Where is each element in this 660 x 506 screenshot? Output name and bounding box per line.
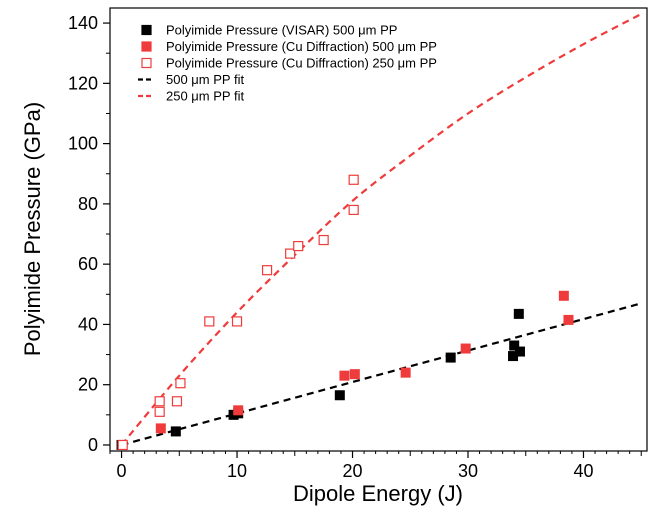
data-point-series-2 <box>293 240 304 252</box>
data-point-series-0 <box>445 352 456 363</box>
plot-frame <box>109 7 648 452</box>
legend-label: 250 μm PP fit <box>166 89 244 104</box>
data-point-series-2 <box>154 396 165 407</box>
data-point-series-2 <box>231 316 243 327</box>
data-point-series-2 <box>117 439 128 451</box>
legend-label: Polyimide Pressure (Cu Diffraction) 250 … <box>166 56 437 71</box>
legend-swatch <box>141 57 152 69</box>
data-point-series-2 <box>154 406 165 417</box>
data-point-series-1 <box>155 423 166 434</box>
y-axis-title: Polyimide Pressure (GPa) <box>20 102 45 356</box>
data-point-series-2 <box>171 396 183 407</box>
ticks-layer: 0 10 20 30 40 0 20 40 60 80 100 120 140 <box>68 13 642 481</box>
y-tick-label: 140 <box>68 13 98 33</box>
x-tick-label: 0 <box>117 461 127 481</box>
x-tick-label: 20 <box>343 461 363 481</box>
x-tick-label: 10 <box>227 461 247 481</box>
data-point-series-2 <box>175 378 186 389</box>
data-point-series-0 <box>334 390 345 401</box>
legend-swatch <box>141 41 152 52</box>
data-point-series-1 <box>339 370 350 381</box>
data-point-series-2 <box>261 265 273 276</box>
legend-label: 500 μm PP fit <box>166 72 244 87</box>
y-tick-label: 20 <box>78 375 98 395</box>
y-tick-label: 80 <box>78 194 98 214</box>
fit-line-3 <box>121 302 642 447</box>
y-tick-label: 120 <box>68 73 98 93</box>
fit-line-4 <box>120 13 642 446</box>
data-point-series-1 <box>400 367 411 378</box>
data-point-series-1 <box>349 369 360 380</box>
x-tick-label: 30 <box>458 461 478 481</box>
y-tick-label: 40 <box>78 314 98 334</box>
data-point-series-0 <box>513 308 524 319</box>
data-point-series-2 <box>204 316 215 327</box>
legend-swatch <box>141 24 152 36</box>
x-axis-title: Dipole Energy (J) <box>293 481 463 506</box>
data-point-series-0 <box>170 426 181 437</box>
y-tick-label: 100 <box>68 134 98 154</box>
y-tick-label: 60 <box>78 254 98 274</box>
y-tick-label: 0 <box>88 435 98 455</box>
data-point-series-2 <box>318 234 329 246</box>
data-point-series-2 <box>348 174 359 185</box>
data-point-series-2 <box>348 204 359 216</box>
data-point-series-1 <box>233 405 244 416</box>
fit-lines-layer <box>120 13 642 447</box>
legend-label: Polyimide Pressure (Cu Diffraction) 500 … <box>166 39 437 54</box>
data-point-series-2 <box>285 248 296 259</box>
data-point-series-1 <box>558 290 569 301</box>
x-tick-label: 40 <box>573 461 593 481</box>
data-point-series-1 <box>563 314 574 325</box>
data-point-series-1 <box>460 343 471 354</box>
legend-label: Polyimide Pressure (VISAR) 500 μm PP <box>166 23 397 38</box>
data-point-series-0 <box>514 346 525 357</box>
data-points-layer <box>116 174 574 451</box>
data-point-series-0 <box>509 340 520 351</box>
legend: Polyimide Pressure (VISAR) 500 μm PPPoly… <box>138 23 437 104</box>
